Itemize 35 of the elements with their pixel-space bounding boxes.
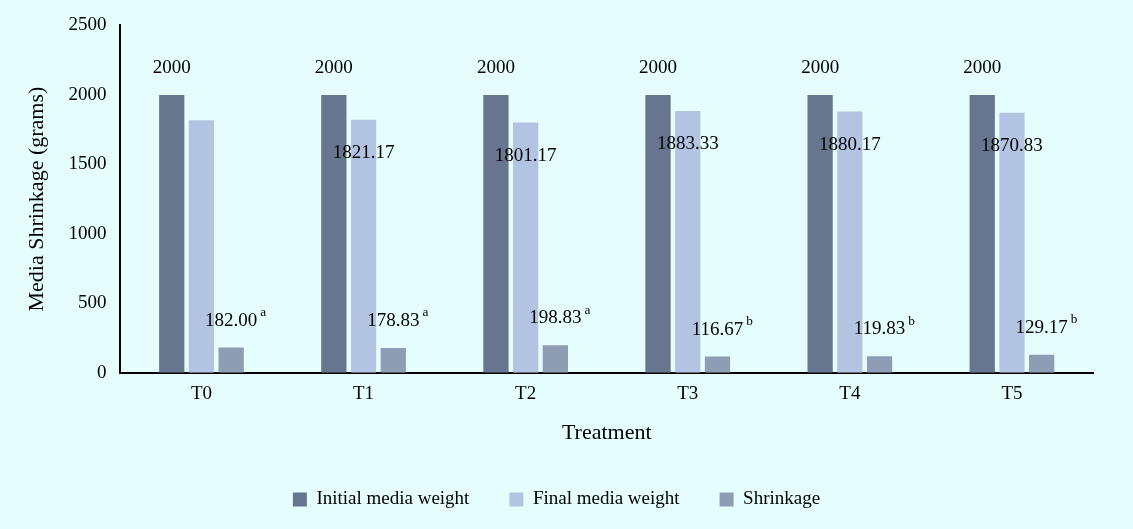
y-tick-label: 1500 xyxy=(68,152,107,174)
legend-label: Shrinkage xyxy=(743,487,821,509)
x-tick-label: T3 xyxy=(677,382,699,404)
legend-label: Final media weight xyxy=(532,487,681,509)
data-label: 1821.17 xyxy=(332,140,395,162)
legend-label: Initial media weight xyxy=(316,487,471,509)
data-label: 1883.33 xyxy=(656,132,719,154)
data-label: 1870.83 xyxy=(981,133,1043,155)
data-label: 2000 xyxy=(314,55,353,77)
bar xyxy=(866,356,893,373)
x-tick-label: T1 xyxy=(353,382,375,404)
x-tick-label: T2 xyxy=(515,382,537,404)
bar xyxy=(542,345,568,373)
data-label: 2000 xyxy=(476,55,515,77)
bar xyxy=(380,347,406,373)
y-tick-label: 2500 xyxy=(68,13,107,35)
y-tick-label: 1000 xyxy=(68,221,107,243)
x-tick-label: T0 xyxy=(190,382,212,404)
data-label: 1880.17 xyxy=(818,132,881,154)
bar xyxy=(704,356,731,373)
bar xyxy=(159,94,185,373)
y-tick-label: 2000 xyxy=(68,82,107,104)
bar xyxy=(1029,354,1055,373)
x-tick-label: T4 xyxy=(839,382,861,404)
x-axis-title: Treatment xyxy=(561,418,652,444)
data-label: 2000 xyxy=(801,55,840,77)
y-tick-label: 0 xyxy=(96,360,107,382)
bar xyxy=(218,347,244,373)
data-label: 1801.17 xyxy=(494,143,557,165)
x-tick-label: T5 xyxy=(1001,382,1023,404)
y-tick-label: 500 xyxy=(77,291,107,313)
y-axis-title: Media Shrinkage (grams) xyxy=(22,86,48,312)
data-label: 2000 xyxy=(639,55,678,77)
data-label: 2000 xyxy=(963,55,1002,77)
data-label: 2000 xyxy=(152,55,191,77)
